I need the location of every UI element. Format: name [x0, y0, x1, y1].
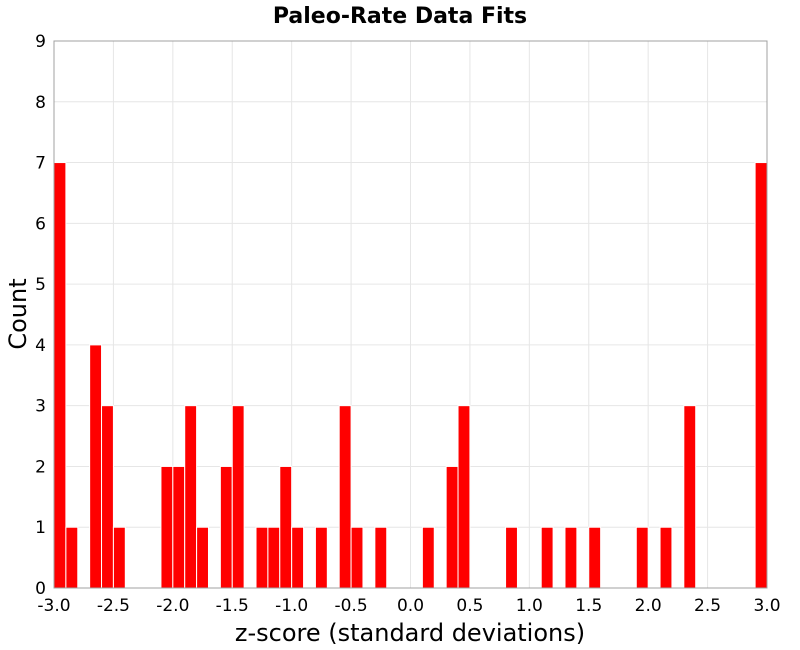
histogram-bar [374, 526, 388, 589]
y-tick-label: 1 [35, 518, 46, 538]
y-tick-label: 4 [35, 336, 46, 356]
x-tick-label: 1.5 [575, 596, 602, 616]
histogram-bar [350, 526, 364, 589]
histogram-bar [421, 526, 435, 589]
x-tick-label: -1.5 [216, 596, 249, 616]
chart-title: Paleo-Rate Data Fits [273, 4, 527, 29]
histogram-bar [89, 344, 103, 589]
histogram-bar [112, 526, 126, 589]
x-tick-label: -1.0 [275, 596, 308, 616]
y-tick-label: 3 [35, 397, 46, 417]
y-axis-label: Count [4, 278, 32, 349]
histogram-bar [160, 465, 174, 589]
histogram-bar [172, 465, 186, 589]
histogram-bar [338, 405, 352, 589]
histogram-bar [196, 526, 209, 589]
histogram-bar [457, 405, 471, 589]
y-tick-label: 7 [35, 154, 46, 174]
histogram-bar [754, 162, 768, 589]
histogram-bar [540, 526, 554, 589]
x-tick-label: 0.5 [456, 596, 483, 616]
histogram-bar [291, 526, 305, 589]
y-tick-label: 0 [35, 579, 46, 599]
y-tick-label: 6 [35, 214, 46, 234]
x-tick-label: 2.0 [635, 596, 662, 616]
histogram-bar [65, 526, 79, 589]
y-tick-label: 9 [35, 32, 46, 52]
histogram-bar [184, 405, 198, 589]
plot-frame [53, 40, 768, 589]
x-tick-label: 0.0 [397, 596, 424, 616]
histogram-bar [101, 405, 114, 589]
histogram-bar [564, 526, 578, 589]
y-axis-ticks: 0 1 2 3 4 5 6 7 8 9 [35, 32, 46, 599]
histogram-bar [279, 465, 293, 589]
x-tick-label: 1.0 [516, 596, 543, 616]
x-tick-label: -2.5 [97, 596, 130, 616]
histogram-bar [314, 526, 328, 589]
x-tick-label: -3.0 [37, 596, 70, 616]
histogram-bar [445, 465, 459, 589]
y-tick-label: 2 [35, 457, 46, 477]
histogram-bar [231, 405, 245, 589]
x-tick-label: 2.5 [694, 596, 721, 616]
histogram-bar [635, 526, 649, 589]
histogram-bar [588, 526, 602, 589]
histogram-bar [505, 526, 518, 589]
x-tick-label: 3.0 [753, 596, 780, 616]
y-tick-label: 5 [35, 275, 46, 295]
histogram-bar [267, 526, 281, 589]
x-tick-label: -0.5 [334, 596, 367, 616]
histogram-bar [219, 465, 233, 589]
bars [53, 162, 768, 589]
x-axis-label: z-score (standard deviations) [235, 619, 585, 647]
histogram-bar [683, 405, 697, 589]
x-tick-label: -2.0 [156, 596, 189, 616]
histogram-bar [255, 526, 269, 589]
histogram-bar [53, 162, 67, 589]
y-tick-label: 8 [35, 93, 46, 113]
x-axis-ticks: -3.0 -2.5 -2.0 -1.5 -1.0 -0.5 0.0 0.5 1.0 1.5 2.0 2… [37, 596, 780, 616]
histogram-bar [659, 526, 673, 589]
